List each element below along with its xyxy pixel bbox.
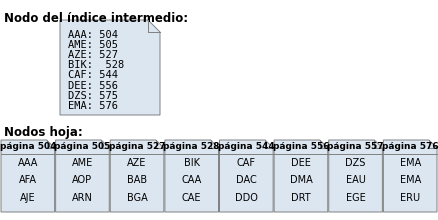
Text: AME: AME <box>72 158 93 168</box>
Text: página 557: página 557 <box>327 142 384 151</box>
Text: EMA: 576: EMA: 576 <box>68 101 118 111</box>
Text: ERU: ERU <box>400 193 420 203</box>
Text: AOP: AOP <box>72 175 92 185</box>
Text: AJE: AJE <box>20 193 35 203</box>
Text: DEE: 556: DEE: 556 <box>68 81 118 91</box>
Text: DZS: 575: DZS: 575 <box>68 91 118 101</box>
Text: página 576: página 576 <box>382 142 438 151</box>
Text: AME: 505: AME: 505 <box>68 40 118 50</box>
Text: página 527: página 527 <box>109 142 166 151</box>
Text: CAE: CAE <box>182 193 201 203</box>
Text: DAC: DAC <box>236 175 257 185</box>
Text: EAU: EAU <box>346 175 365 185</box>
Text: CAF: CAF <box>237 158 256 168</box>
Text: BAB: BAB <box>127 175 147 185</box>
Text: BIK:  528: BIK: 528 <box>68 60 124 70</box>
Text: DRT: DRT <box>291 193 311 203</box>
Polygon shape <box>56 140 109 212</box>
Text: página 504: página 504 <box>0 142 56 151</box>
Text: DEE: DEE <box>291 158 311 168</box>
Text: página 544: página 544 <box>218 142 275 151</box>
Text: DDO: DDO <box>235 193 258 203</box>
Polygon shape <box>60 20 160 115</box>
Text: AZE: 527: AZE: 527 <box>68 50 118 60</box>
Text: AAA: AAA <box>18 158 38 168</box>
Polygon shape <box>329 140 382 212</box>
Text: BIK: BIK <box>184 158 200 168</box>
Text: CAA: CAA <box>182 175 202 185</box>
Polygon shape <box>165 140 219 212</box>
Text: página 505: página 505 <box>54 142 111 151</box>
Text: DMA: DMA <box>290 175 312 185</box>
Text: EGE: EGE <box>346 193 365 203</box>
Polygon shape <box>219 140 273 212</box>
Text: EMA: EMA <box>399 175 421 185</box>
Text: ARN: ARN <box>72 193 93 203</box>
Text: DZS: DZS <box>346 158 366 168</box>
Text: CAF: 544: CAF: 544 <box>68 70 118 81</box>
Polygon shape <box>383 140 437 212</box>
Text: AFA: AFA <box>19 175 37 185</box>
Text: AZE: AZE <box>127 158 147 168</box>
Text: página 556: página 556 <box>273 142 329 151</box>
Polygon shape <box>1 140 55 212</box>
Text: página 528: página 528 <box>163 142 220 151</box>
Text: EMA: EMA <box>399 158 421 168</box>
Text: Nodo del índice intermedio:: Nodo del índice intermedio: <box>4 12 188 25</box>
Text: AAA: 504: AAA: 504 <box>68 30 118 40</box>
Polygon shape <box>274 140 328 212</box>
Polygon shape <box>110 140 164 212</box>
Text: Nodos hoja:: Nodos hoja: <box>4 126 83 139</box>
Text: BGA: BGA <box>127 193 148 203</box>
